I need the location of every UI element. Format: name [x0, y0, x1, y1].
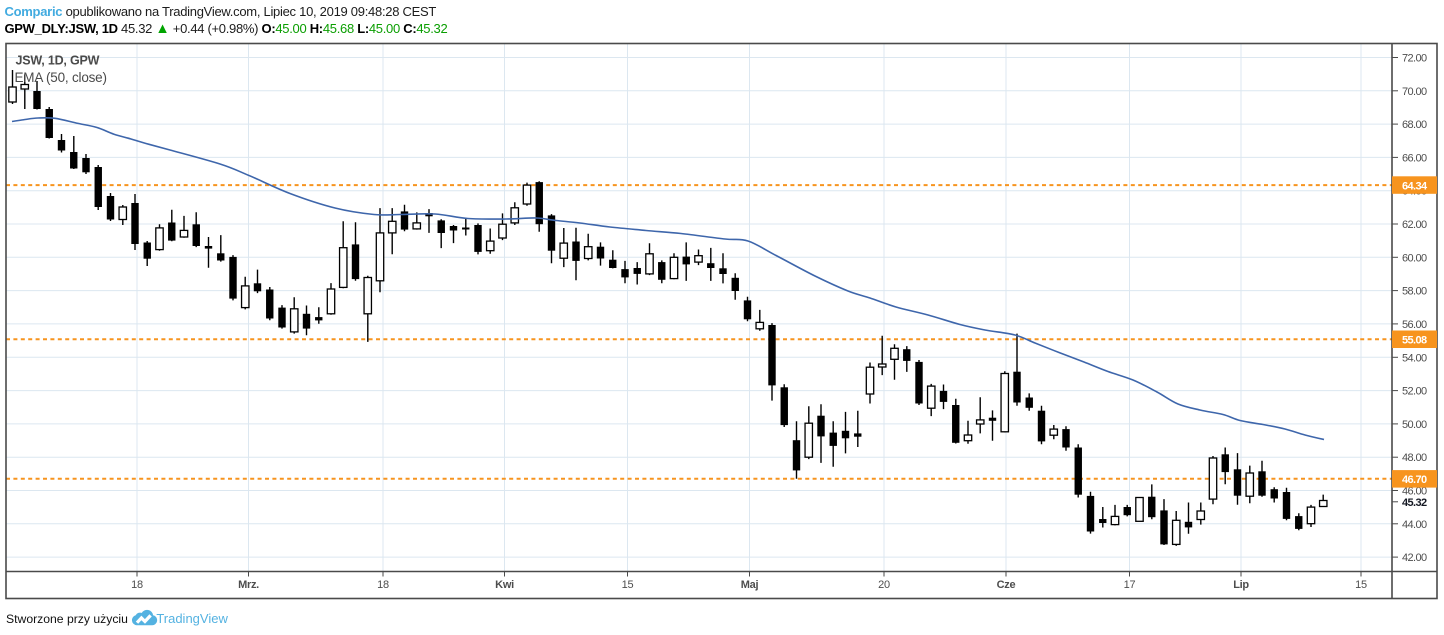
svg-text:62.00: 62.00: [1402, 219, 1427, 231]
svg-text:68.00: 68.00: [1402, 119, 1427, 131]
svg-text:55.08: 55.08: [1402, 335, 1427, 347]
svg-text:46.00: 46.00: [1402, 486, 1427, 498]
svg-text:70.00: 70.00: [1402, 86, 1427, 98]
svg-text:52.00: 52.00: [1402, 386, 1427, 398]
svg-text:45.32: 45.32: [1402, 497, 1427, 509]
svg-text:20: 20: [878, 579, 890, 591]
svg-text:58.00: 58.00: [1402, 286, 1427, 298]
svg-text:JSW, 1D, GPW: JSW, 1D, GPW: [16, 54, 100, 68]
svg-text:Kwi: Kwi: [495, 579, 514, 591]
svg-text:48.00: 48.00: [1402, 452, 1427, 464]
svg-text:46.70: 46.70: [1402, 474, 1427, 486]
svg-text:72.00: 72.00: [1402, 53, 1427, 65]
svg-text:66.00: 66.00: [1402, 152, 1427, 164]
svg-text:64.34: 64.34: [1402, 180, 1428, 192]
svg-text:50.00: 50.00: [1402, 419, 1427, 431]
svg-text:44.00: 44.00: [1402, 519, 1427, 531]
svg-text:Lip: Lip: [1233, 579, 1249, 591]
svg-text:56.00: 56.00: [1402, 319, 1427, 331]
svg-text:18: 18: [131, 579, 143, 591]
svg-text:Mrz.: Mrz.: [238, 579, 259, 591]
svg-text:15: 15: [1355, 579, 1367, 591]
svg-text:54.00: 54.00: [1402, 352, 1427, 364]
svg-text:15: 15: [622, 579, 634, 591]
svg-text:Cze: Cze: [997, 579, 1016, 591]
svg-text:Maj: Maj: [741, 579, 759, 591]
svg-text:42.00: 42.00: [1402, 552, 1427, 564]
svg-text:EMA (50, close): EMA (50, close): [15, 70, 107, 85]
svg-text:60.00: 60.00: [1402, 252, 1427, 264]
svg-text:18: 18: [377, 579, 389, 591]
svg-text:17: 17: [1124, 579, 1136, 591]
